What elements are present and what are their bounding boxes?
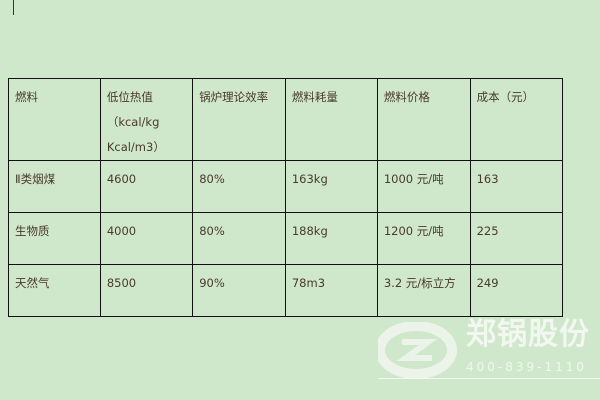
cell-text: 4600 [106,172,137,186]
cell: Ⅱ类烟煤 [8,160,101,213]
cell: 163kg [284,160,378,213]
header-cell: 燃料 [8,78,101,161]
header-consumption: 燃料耗量 [291,90,338,104]
cell-text: 78m3 [291,276,326,290]
cell-text: 225 [476,224,499,238]
table-row: 天然气 8500 90% 78m3 3.2 元/标立方 249 [8,264,564,317]
cell-text: 80% [199,172,225,186]
header-heat-value: 低位热值 [106,90,153,104]
cell-text: 生物质 [15,224,50,238]
cell-text: 163 [476,172,499,186]
cell: 163 [469,160,564,213]
watermark-logo-icon [378,322,457,378]
cell: 1200 元/吨 [376,212,471,265]
header-fuel: 燃料 [15,90,38,104]
cell-text: Ⅱ类烟煤 [15,172,56,186]
cell-text: 3.2 元/标立方 [383,276,456,290]
cell: 188kg [284,212,378,265]
cell: 生物质 [8,212,101,265]
cell: 天然气 [8,264,101,317]
watermark-phone: 400-839-1110 [466,360,588,374]
cell: 80% [192,212,286,265]
cell-text: 天然气 [15,276,50,290]
cell: 90% [192,264,286,317]
cell-text: 163kg [291,172,328,186]
header-cell: 燃料耗量 [284,78,378,161]
cell-text: 1000 元/吨 [383,172,444,186]
cell: 249 [469,264,564,317]
cell-text: 8500 [106,276,137,290]
cell-text: 188kg [291,224,328,238]
cell: 225 [469,212,564,265]
header-efficiency: 锅炉理论效率 [199,90,269,104]
cell-text: 249 [476,276,499,290]
header-heat-unit-2: Kcal/m3） [106,140,165,154]
cell-text: 1200 元/吨 [383,224,444,238]
watermark-divider [378,378,600,379]
cell: 80% [192,160,286,213]
text-cursor [13,0,14,15]
header-price: 燃料价格 [383,90,430,104]
cell-text: 4000 [106,224,137,238]
cell: 78m3 [284,264,378,317]
cell: 4000 [99,212,194,265]
header-cell: 低位热值 （kcal/kg Kcal/m3） [99,78,194,161]
table-row: 生物质 4000 80% 188kg 1200 元/吨 225 [8,212,564,265]
cell: 4600 [99,160,194,213]
header-cell: 成本（元） [469,78,564,161]
header-heat-unit-1: （kcal/kg [106,115,160,129]
header-cost: 成本（元） [476,90,535,104]
cell: 1000 元/吨 [376,160,471,213]
cell-text: 90% [199,276,225,290]
watermark-name: 郑锅股份 [466,317,590,352]
cell: 8500 [99,264,194,317]
table-header-row: 燃料 低位热值 （kcal/kg Kcal/m3） 锅炉理论效率 燃料耗量 燃料… [8,78,564,161]
header-cell: 燃料价格 [376,78,471,161]
fuel-cost-table: 燃料 低位热值 （kcal/kg Kcal/m3） 锅炉理论效率 燃料耗量 燃料… [8,78,564,317]
table-row: Ⅱ类烟煤 4600 80% 163kg 1000 元/吨 163 [8,160,564,213]
cell: 3.2 元/标立方 [376,264,471,317]
header-cell: 锅炉理论效率 [192,78,286,161]
cell-text: 80% [199,224,225,238]
